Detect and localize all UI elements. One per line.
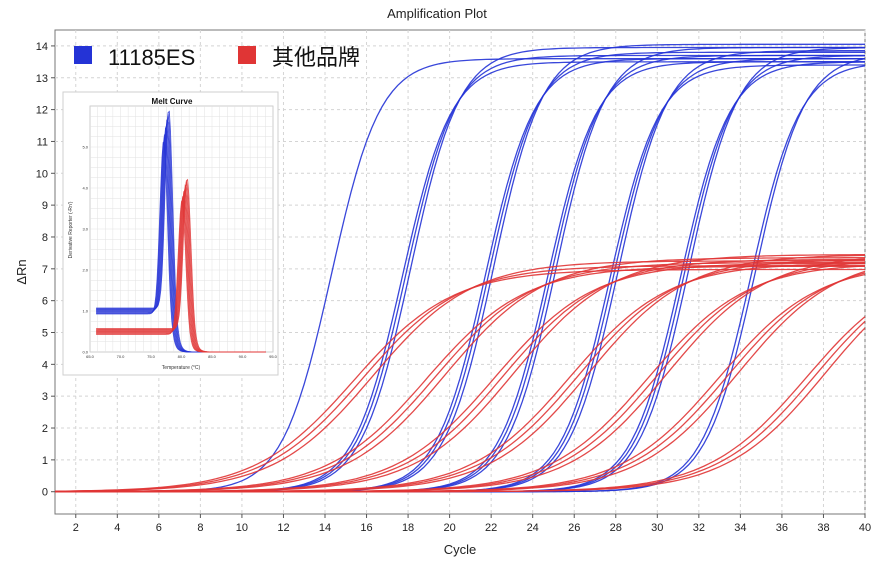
inset-x-tick-label: 70.0 — [117, 354, 126, 359]
melt-curve-inset: Melt Curve 65.0 70.0 75.0 80.0 85.0 90.0 95.0 … — [62, 91, 279, 376]
melt-curve-other-brand — [96, 178, 266, 353]
y-tick-label: 2 — [42, 423, 48, 435]
legend-swatch-11185es — [74, 46, 92, 64]
inset-y-tick-label: 0.0 — [82, 350, 88, 355]
inset-x-ticks: 65.0 70.0 75.0 80.0 85.0 90.0 95.0 — [86, 354, 278, 359]
inset-y-tick-label: 5.0 — [82, 145, 88, 150]
y-tick-label: 13 — [36, 73, 48, 85]
chart-title: Amplification Plot — [387, 6, 487, 21]
x-tick-label: 34 — [734, 522, 746, 534]
y-tick-label: 6 — [42, 296, 48, 308]
inset-y-ticks: 0.0 1.0 2.0 3.0 4.0 5.0 — [82, 145, 88, 355]
y-tick-label: 7 — [42, 264, 48, 276]
x-tick-label: 4 — [114, 522, 120, 534]
x-tick-label: 18 — [402, 522, 414, 534]
y-tick-label: 11 — [37, 136, 48, 148]
legend: 11185ES 其他品牌 — [74, 45, 360, 70]
x-tick-label: 26 — [568, 522, 580, 534]
amplification-curves — [54, 43, 866, 493]
legend-label-11185es: 11185ES — [108, 45, 195, 70]
y-axis-label: ΔRn — [14, 259, 29, 284]
inset-x-tick-label: 80.0 — [178, 354, 187, 359]
x-axis-label: Cycle — [444, 542, 477, 557]
x-tick-label: 24 — [527, 522, 539, 534]
y-tick-label: 12 — [36, 105, 48, 117]
y-tick-label: 9 — [42, 200, 48, 212]
inset-x-tick-label: 65.0 — [86, 354, 95, 359]
x-tick-label: 40 — [859, 522, 871, 534]
x-tick-label: 14 — [319, 522, 331, 534]
inset-x-tick-label: 75.0 — [147, 354, 156, 359]
x-tick-label: 28 — [610, 522, 622, 534]
legend-label-other-brand: 其他品牌 — [272, 45, 360, 70]
x-tick-label: 36 — [776, 522, 788, 534]
x-tick-label: 10 — [236, 522, 248, 534]
y-tick-label: 1 — [42, 455, 48, 467]
inset-grid-lines — [89, 105, 274, 353]
x-tick-label: 38 — [817, 522, 829, 534]
y-tick-label: 8 — [42, 232, 48, 244]
inset-x-tick-label: 95.0 — [269, 354, 278, 359]
melt-curves — [96, 110, 266, 353]
x-tick-label: 22 — [485, 522, 497, 534]
inset-y-tick-label: 3.0 — [82, 227, 88, 232]
x-tick-label: 6 — [156, 522, 162, 534]
inset-title: Melt Curve — [152, 97, 193, 106]
curve-other-brand — [55, 316, 866, 493]
y-tick-label: 14 — [36, 41, 48, 53]
x-tick-label: 20 — [443, 522, 455, 534]
inset-x-tick-label: 90.0 — [239, 354, 248, 359]
y-tick-label: 0 — [42, 487, 48, 499]
x-tick-label: 32 — [693, 522, 705, 534]
inset-x-tick-label: 85.0 — [208, 354, 217, 359]
inset-y-axis-label: Derivative Reporter (-Rn') — [68, 201, 74, 258]
x-tick-label: 2 — [73, 522, 79, 534]
legend-swatch-other-brand — [238, 46, 256, 64]
x-tick-label: 16 — [360, 522, 372, 534]
y-tick-label: 5 — [42, 328, 48, 340]
y-tick-label: 4 — [42, 359, 48, 371]
x-axis-ticks: 2 4 6 8 10 12 14 16 18 20 22 24 26 28 30 32 34 36 38 40 — [73, 514, 871, 534]
inset-y-tick-label: 4.0 — [82, 186, 88, 191]
y-tick-label: 3 — [42, 391, 48, 403]
inset-y-tick-label: 2.0 — [82, 268, 88, 273]
x-tick-label: 8 — [197, 522, 203, 534]
y-tick-label: 10 — [36, 168, 48, 180]
x-tick-label: 30 — [651, 522, 663, 534]
x-tick-label: 12 — [277, 522, 289, 534]
inset-y-tick-label: 1.0 — [82, 309, 88, 314]
inset-x-axis-label: Temperature (°C) — [162, 365, 201, 371]
